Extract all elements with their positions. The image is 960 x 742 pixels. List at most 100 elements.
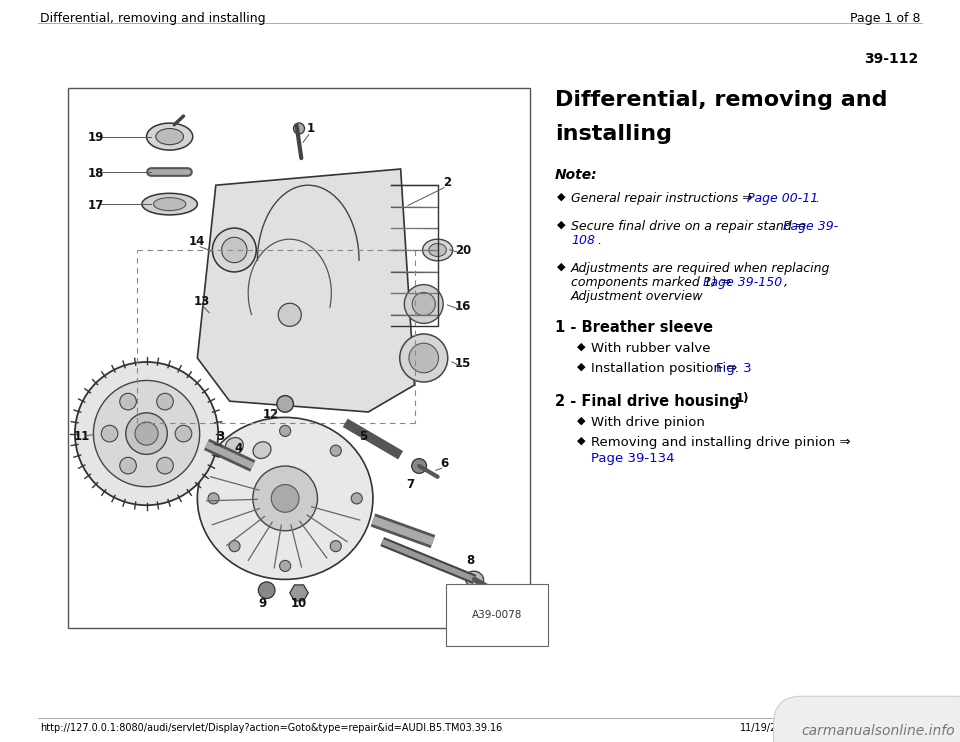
Text: 9: 9 <box>258 597 266 610</box>
Text: Page 00-11: Page 00-11 <box>747 192 818 205</box>
Text: ◆: ◆ <box>557 262 565 272</box>
Text: 6: 6 <box>441 457 448 470</box>
Text: Page 1 of 8: Page 1 of 8 <box>850 12 920 25</box>
Circle shape <box>208 493 219 504</box>
Circle shape <box>404 285 444 324</box>
Circle shape <box>156 457 174 474</box>
Circle shape <box>412 459 426 473</box>
Bar <box>68 88 530 628</box>
Text: ◆: ◆ <box>577 342 586 352</box>
Text: 2: 2 <box>443 176 451 189</box>
Text: 8: 8 <box>466 554 474 567</box>
Circle shape <box>279 425 291 436</box>
Text: 20: 20 <box>455 243 471 257</box>
Text: ◆: ◆ <box>557 220 565 230</box>
Circle shape <box>276 395 294 413</box>
Text: .: . <box>812 192 820 205</box>
Text: .: . <box>594 234 602 247</box>
Text: Secure final drive on a repair stand ⇒: Secure final drive on a repair stand ⇒ <box>571 220 810 233</box>
Circle shape <box>175 425 192 442</box>
Text: 17: 17 <box>87 199 104 212</box>
Ellipse shape <box>198 433 216 450</box>
Circle shape <box>135 422 158 445</box>
Text: http://127.0.0.1:8080/audi/servlet/Display?action=Goto&type=repair&id=AUDI.B5.TM: http://127.0.0.1:8080/audi/servlet/Displ… <box>40 723 502 733</box>
Text: ◆: ◆ <box>577 416 586 426</box>
Circle shape <box>272 485 299 512</box>
Text: Adjustment overview: Adjustment overview <box>571 290 704 303</box>
Circle shape <box>278 303 301 326</box>
Circle shape <box>75 362 218 505</box>
Text: 1 - Breather sleeve: 1 - Breather sleeve <box>555 320 713 335</box>
Text: 11: 11 <box>74 430 90 443</box>
Text: ,: , <box>780 276 788 289</box>
Text: 18: 18 <box>87 167 104 180</box>
Circle shape <box>156 393 174 410</box>
Circle shape <box>294 123 304 134</box>
Text: components marked 1) ⇒: components marked 1) ⇒ <box>571 276 735 289</box>
Text: Installation position ⇒: Installation position ⇒ <box>591 362 741 375</box>
Text: 14: 14 <box>189 235 205 249</box>
Circle shape <box>252 466 318 531</box>
Text: ◆: ◆ <box>557 192 565 202</box>
Text: ◆: ◆ <box>577 436 586 446</box>
Ellipse shape <box>422 239 452 260</box>
Text: 108: 108 <box>571 234 595 247</box>
Circle shape <box>399 334 447 382</box>
Text: Removing and installing drive pinion ⇒: Removing and installing drive pinion ⇒ <box>591 436 851 449</box>
Polygon shape <box>198 169 415 412</box>
Polygon shape <box>290 585 308 601</box>
Text: 19: 19 <box>87 131 104 144</box>
Text: 16: 16 <box>455 301 471 313</box>
Circle shape <box>101 425 118 442</box>
Text: 7: 7 <box>406 479 414 491</box>
Ellipse shape <box>212 228 256 272</box>
Circle shape <box>258 582 275 599</box>
Text: 10: 10 <box>291 597 307 610</box>
Circle shape <box>351 493 362 504</box>
Ellipse shape <box>226 438 243 454</box>
Text: 1: 1 <box>306 122 315 135</box>
Ellipse shape <box>222 237 247 263</box>
Text: General repair instructions ⇒: General repair instructions ⇒ <box>571 192 756 205</box>
Circle shape <box>229 541 240 551</box>
Text: installing: installing <box>555 124 672 144</box>
Circle shape <box>93 381 200 487</box>
Ellipse shape <box>466 571 484 588</box>
Text: 1): 1) <box>736 392 750 405</box>
Circle shape <box>409 344 439 372</box>
Text: Fig. 3: Fig. 3 <box>716 362 752 375</box>
Circle shape <box>126 413 167 454</box>
Circle shape <box>229 445 240 456</box>
Text: With drive pinion: With drive pinion <box>591 416 705 429</box>
Circle shape <box>330 541 342 551</box>
Ellipse shape <box>147 123 193 150</box>
Text: Page 39-150: Page 39-150 <box>703 276 782 289</box>
Ellipse shape <box>154 197 186 211</box>
Text: 39-112: 39-112 <box>864 52 918 66</box>
Text: Page 39-134: Page 39-134 <box>591 452 675 465</box>
Text: 13: 13 <box>194 295 210 308</box>
Circle shape <box>330 445 342 456</box>
Text: Adjustments are required when replacing: Adjustments are required when replacing <box>571 262 830 275</box>
Circle shape <box>412 292 435 315</box>
Text: A39-0078: A39-0078 <box>471 610 522 620</box>
Text: 12: 12 <box>263 408 279 421</box>
Text: 5: 5 <box>360 430 368 443</box>
Text: carmanualsonline.info: carmanualsonline.info <box>802 724 955 738</box>
Ellipse shape <box>198 418 372 580</box>
Circle shape <box>120 393 136 410</box>
Ellipse shape <box>142 194 198 215</box>
Text: 11/19/2002: 11/19/2002 <box>740 723 796 733</box>
Text: 4: 4 <box>235 442 243 456</box>
Ellipse shape <box>253 441 271 459</box>
Text: 15: 15 <box>455 357 471 370</box>
Text: Differential, removing and installing: Differential, removing and installing <box>40 12 266 25</box>
Text: 3: 3 <box>216 430 225 443</box>
Circle shape <box>279 560 291 571</box>
Ellipse shape <box>156 128 183 145</box>
Text: 2 - Final drive housing: 2 - Final drive housing <box>555 394 745 409</box>
Circle shape <box>120 457 136 474</box>
Text: ◆: ◆ <box>577 362 586 372</box>
Text: Page 39-: Page 39- <box>783 220 838 233</box>
Text: Differential, removing and: Differential, removing and <box>555 90 887 110</box>
